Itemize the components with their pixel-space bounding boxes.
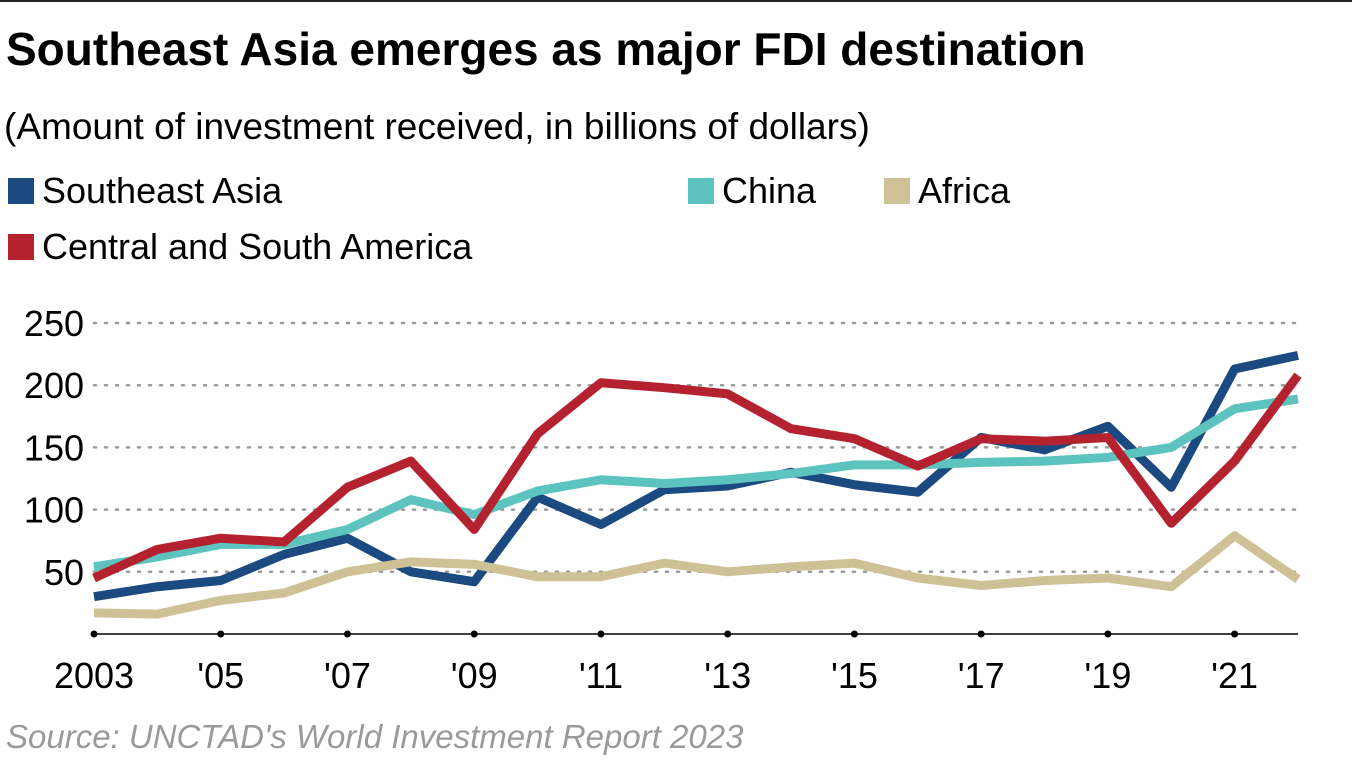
y-tick-label: 200 xyxy=(24,365,84,406)
chart-subtitle: (Amount of investment received, in billi… xyxy=(4,106,870,147)
legend-central-south-america: Central and South America xyxy=(8,226,472,268)
series-line-central-and-south-america xyxy=(92,372,1302,583)
x-tick-label: '11 xyxy=(579,655,623,696)
x-tick-mark xyxy=(597,630,605,638)
x-tick-label: '05 xyxy=(197,655,244,696)
y-tick-label: 50 xyxy=(44,552,84,593)
series-line-southeast-asia xyxy=(93,350,1299,602)
top-rule xyxy=(0,0,1352,2)
legend-label: Central and South America xyxy=(42,226,473,267)
x-tick-mark xyxy=(470,630,478,638)
x-tick-mark xyxy=(1231,630,1239,638)
series-line-africa xyxy=(93,531,1301,619)
x-tick-label: 2003 xyxy=(54,655,134,696)
x-tick-mark xyxy=(343,630,351,638)
chart-title: Southeast Asia emerges as major FDI dest… xyxy=(6,23,1086,75)
legend-southeast-asia: Southeast Asia xyxy=(8,170,282,212)
x-tick-mark xyxy=(1104,630,1112,638)
y-tick-label: 150 xyxy=(24,427,84,468)
x-tick-label: '19 xyxy=(1084,655,1131,696)
x-tick-label: '13 xyxy=(704,655,751,696)
series-line-china xyxy=(93,394,1299,572)
legend-swatch xyxy=(884,178,910,204)
y-tick-label: 100 xyxy=(24,490,84,531)
legend-label: Africa xyxy=(918,170,1011,211)
legend-swatch xyxy=(688,178,714,204)
y-tick-label: 250 xyxy=(24,303,84,344)
x-tick-mark xyxy=(724,630,732,638)
legend-swatch xyxy=(8,178,34,204)
legend-africa: Africa xyxy=(884,170,1010,212)
x-tick-mark xyxy=(90,630,98,638)
x-tick-label: '07 xyxy=(324,655,371,696)
legend-china: China xyxy=(688,170,816,212)
x-tick-label: '21 xyxy=(1211,655,1258,696)
x-tick-label: '17 xyxy=(958,655,1005,696)
legend-label: Southeast Asia xyxy=(42,170,283,211)
x-tick-label: '09 xyxy=(451,655,498,696)
legend-swatch xyxy=(8,234,34,260)
x-tick-mark xyxy=(977,630,985,638)
x-tick-label: '15 xyxy=(831,655,878,696)
source-note: Source: UNCTAD's World Investment Report… xyxy=(6,718,744,755)
x-tick-mark xyxy=(850,630,858,638)
x-tick-mark xyxy=(217,630,225,638)
legend-label: China xyxy=(722,170,817,211)
